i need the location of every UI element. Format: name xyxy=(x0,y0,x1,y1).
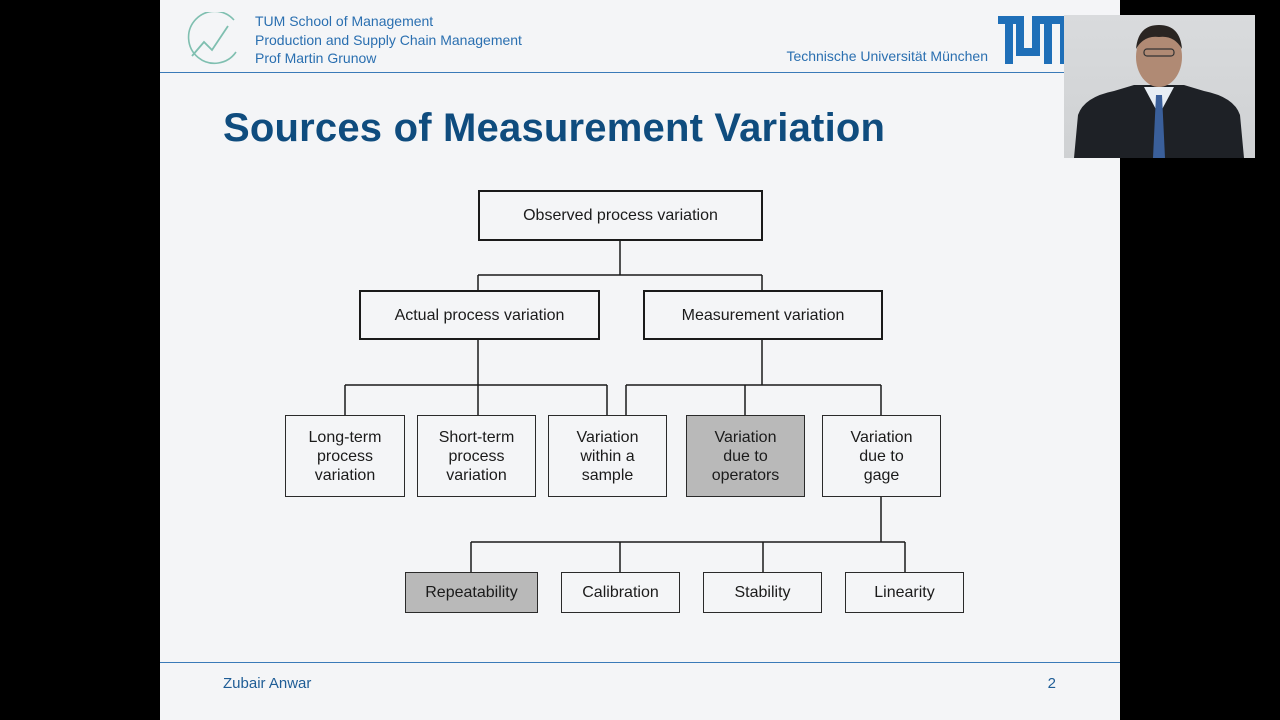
box-label: Repeatability xyxy=(425,584,518,601)
box-long-term-process-variation: Long-term process variation xyxy=(285,415,405,497)
box-label: Observed process variation xyxy=(523,207,718,224)
box-label-line: due to xyxy=(723,447,768,465)
box-calibration: Calibration xyxy=(561,572,680,613)
school-logo-icon xyxy=(187,12,237,65)
box-label-line: within a xyxy=(580,447,635,465)
box-actual-process-variation: Actual process variation xyxy=(359,290,600,340)
box-label-line: process xyxy=(448,447,505,465)
box-label-line: variation xyxy=(446,466,507,484)
box-label-line: gage xyxy=(863,466,900,484)
header-professor: Prof Martin Grunow xyxy=(255,50,377,66)
box-stability: Stability xyxy=(703,572,822,613)
footer-author: Zubair Anwar xyxy=(223,675,312,692)
diagram-connectors xyxy=(344,240,906,572)
box-label-line: Variation xyxy=(850,428,913,446)
box-label: Measurement variation xyxy=(681,306,845,324)
box-variation-due-to-operators: Variation due to operators xyxy=(686,415,805,497)
box-variation-within-sample: Variation within a sample xyxy=(548,415,667,497)
box-measurement-variation: Measurement variation xyxy=(643,290,883,340)
header-divider xyxy=(160,72,1120,73)
slide: TUM School of Management Production and … xyxy=(160,0,1120,720)
box-repeatability: Repeatability xyxy=(405,572,538,613)
box-label-line: Variation xyxy=(714,428,777,446)
box-label: Stability xyxy=(734,584,791,601)
box-label: Linearity xyxy=(874,584,935,601)
box-short-term-process-variation: Short-term process variation xyxy=(417,415,536,497)
box-label: Actual process variation xyxy=(394,306,565,324)
presenter-video xyxy=(1064,15,1255,158)
box-label-line: Variation xyxy=(576,428,639,446)
slide-title: Sources of Measurement Variation xyxy=(223,106,886,150)
box-label-line: due to xyxy=(859,447,904,465)
box-label: Calibration xyxy=(582,584,659,601)
box-label-line: process xyxy=(316,447,373,465)
header-chair: Production and Supply Chain Management xyxy=(255,32,522,48)
box-label-line: Long-term xyxy=(308,428,382,446)
page-number: 2 xyxy=(1047,675,1056,692)
box-linearity: Linearity xyxy=(845,572,964,613)
box-label-line: variation xyxy=(314,466,376,484)
box-variation-due-to-gage: Variation due to gage xyxy=(822,415,941,497)
footer-divider xyxy=(160,662,1120,663)
header-university: Technische Universität München xyxy=(786,48,988,64)
presenter-silhouette-icon xyxy=(1074,25,1244,158)
header-school: TUM School of Management xyxy=(255,13,434,29)
box-observed-process-variation: Observed process variation xyxy=(478,190,763,241)
box-label-line: Short-term xyxy=(438,428,515,446)
box-label-line: operators xyxy=(711,466,780,484)
box-label-line: sample xyxy=(581,466,634,484)
